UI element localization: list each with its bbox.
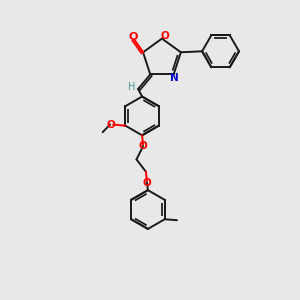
Text: N: N xyxy=(170,73,179,83)
Text: H: H xyxy=(128,82,135,92)
Text: O: O xyxy=(142,178,151,188)
Text: O: O xyxy=(129,32,138,42)
Text: O: O xyxy=(160,31,169,41)
Text: O: O xyxy=(107,120,116,130)
Text: O: O xyxy=(139,141,148,151)
